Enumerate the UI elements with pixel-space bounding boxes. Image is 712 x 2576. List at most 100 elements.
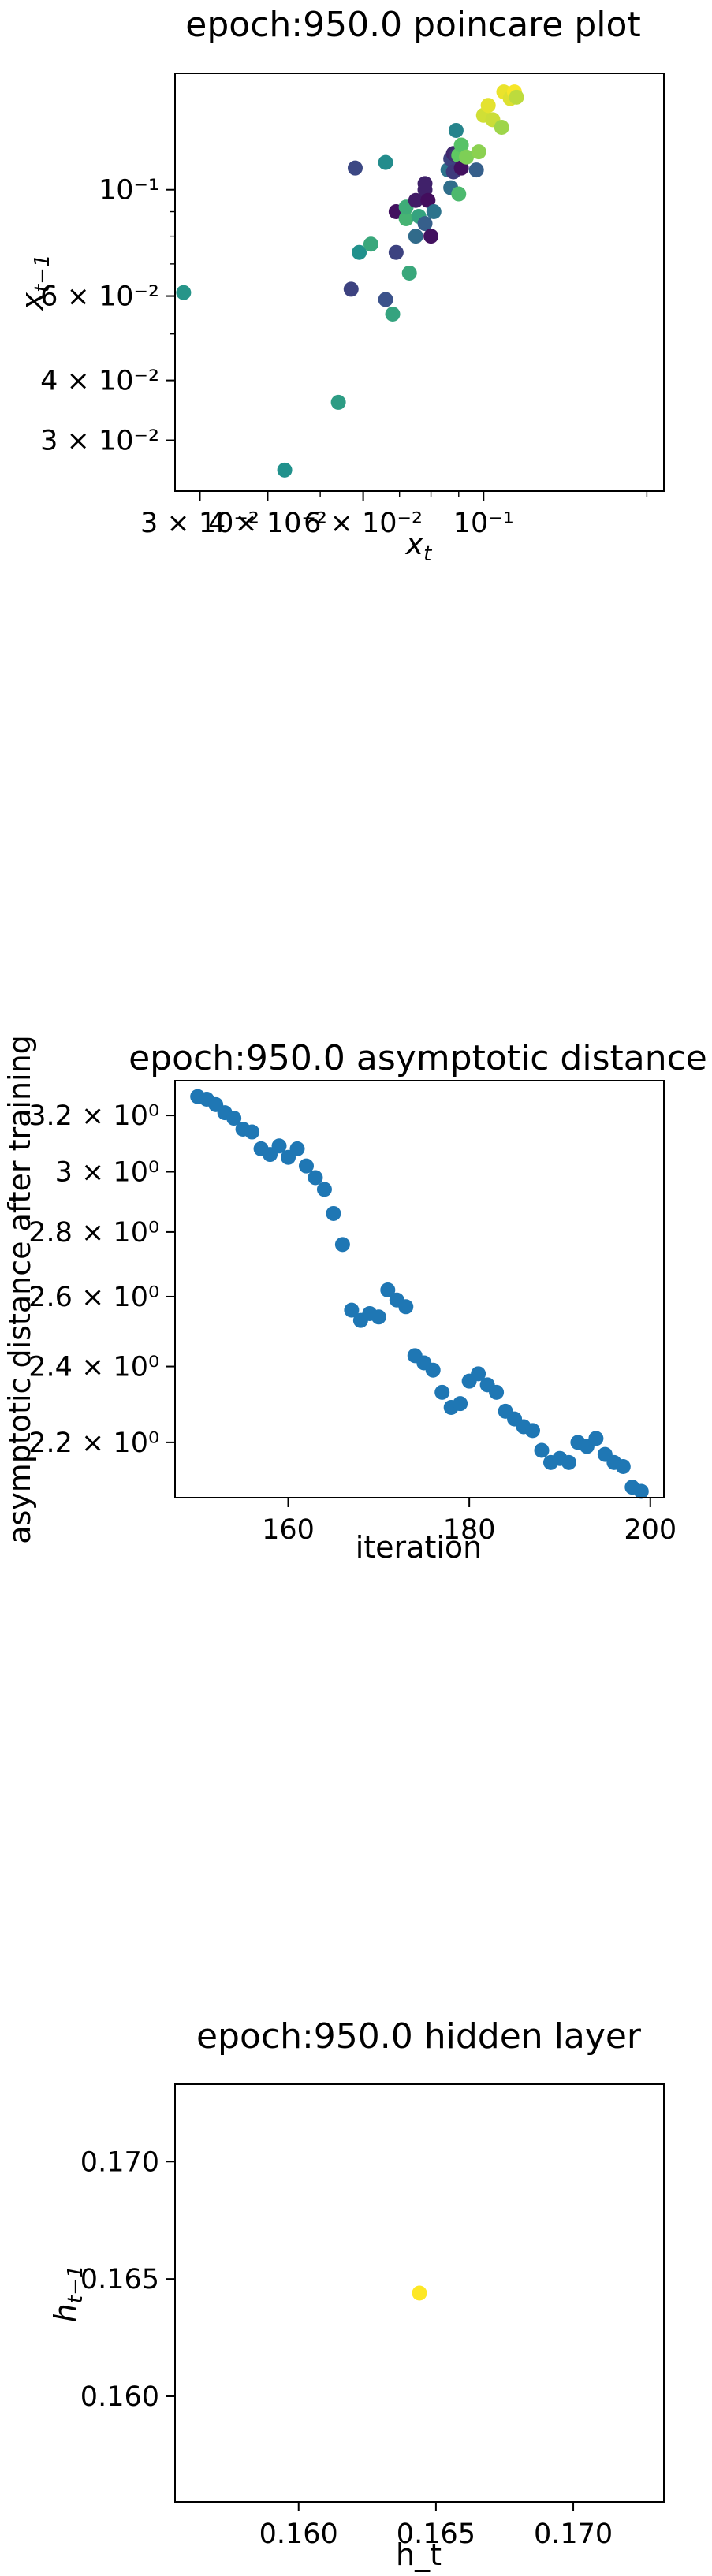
x-tick-label: 180 <box>443 1514 496 1546</box>
y-tick-label: 3.2 × 10⁰ <box>28 1100 159 1132</box>
x-tick-label: 200 <box>624 1514 677 1546</box>
poincare-y-axis-label: xt−1 <box>15 254 54 311</box>
data-point <box>426 204 442 220</box>
data-point <box>434 1384 450 1400</box>
data-point <box>588 1431 604 1446</box>
asymptotic-distance-chart: epoch:950.0 asymptotic distance 160 180 20… <box>2 1035 707 1565</box>
poincare-plot-title: epoch:950.0 poincare plot <box>185 5 640 45</box>
poincare-x-axis-label: xt <box>405 527 433 566</box>
data-point <box>326 1205 341 1221</box>
x-tick-label: 0.160 <box>259 2518 338 2550</box>
y-tick-label: 0.170 <box>80 2146 159 2178</box>
x-tick-label: 160 <box>262 1514 315 1546</box>
data-point <box>363 236 378 252</box>
data-point <box>615 1459 631 1475</box>
y-tick-label: 0.160 <box>80 2381 159 2413</box>
data-point <box>330 394 346 410</box>
data-point <box>385 307 401 322</box>
data-point <box>352 244 367 260</box>
data-point <box>271 1138 287 1154</box>
data-point <box>277 462 293 478</box>
data-point <box>423 229 439 244</box>
y-tick-label: 10⁻¹ <box>99 175 159 207</box>
asymptotic-distance-title: epoch:950.0 asymptotic distance <box>129 1038 707 1078</box>
data-point <box>448 122 464 138</box>
data-point <box>494 120 509 136</box>
data-point <box>398 210 414 226</box>
y-tick-label: 4 × 10⁻² <box>40 366 159 397</box>
data-point <box>408 192 423 208</box>
hidden-layer-chart: epoch:950.0 hidden layer 0.160 0.165 0.170… <box>48 2016 665 2572</box>
data-point <box>398 1299 414 1315</box>
data-point <box>378 292 393 307</box>
y-tick-label: 2.4 × 10⁰ <box>28 1352 159 1383</box>
poincare-points-group <box>176 84 524 478</box>
y-tick-label: 3 × 10⁰ <box>55 1157 159 1189</box>
poincare-x-ticks: 3 × 10⁻²4 × 10⁻²6 × 10⁻² 10⁻¹ <box>140 491 648 539</box>
data-point <box>534 1442 550 1458</box>
y-tick-label: 2.8 × 10⁰ <box>28 1217 159 1249</box>
data-point <box>451 186 467 202</box>
data-point <box>308 1170 323 1186</box>
asymptotic-y-axis-label: asymptotic distance after training <box>2 1035 37 1544</box>
data-point <box>412 2285 427 2301</box>
data-point <box>561 1454 576 1470</box>
data-point <box>388 244 404 260</box>
data-point <box>468 162 484 178</box>
data-point <box>289 1141 305 1156</box>
x-tick-label: 0.165 <box>397 2518 475 2550</box>
data-point <box>453 1396 468 1412</box>
data-point <box>226 1111 242 1126</box>
data-point <box>509 89 524 105</box>
data-point <box>334 1237 350 1253</box>
asymptotic-plot-frame <box>174 1080 665 1498</box>
hidden-y-axis-label: ht−1 <box>48 2265 88 2323</box>
hidden-x-ticks: 0.160 0.165 0.170 <box>259 2502 613 2550</box>
x-tick-label: 4 × 10⁻² <box>208 508 327 539</box>
data-point <box>344 1302 360 1318</box>
data-point <box>380 1282 396 1297</box>
data-point <box>371 1309 386 1325</box>
data-point <box>425 1362 441 1378</box>
data-point <box>176 285 192 300</box>
data-point <box>401 265 417 281</box>
asymptotic-x-ticks: 160 180 200 <box>262 1498 677 1546</box>
data-point <box>417 216 433 232</box>
x-tick-label: 10⁻¹ <box>453 508 514 539</box>
y-tick-label: 0.165 <box>80 2264 159 2295</box>
data-point <box>459 149 475 165</box>
data-point <box>347 160 363 176</box>
y-tick-label: 2.6 × 10⁰ <box>28 1282 159 1313</box>
asymptotic-y-ticks: 2.2 × 10⁰ 2.4 × 10⁰ 2.6 × 10⁰ 2.8 × 10⁰ 3 × … <box>28 1100 175 1459</box>
data-point <box>244 1124 260 1140</box>
hidden-x-axis-label: h_t <box>396 2537 442 2572</box>
asymptotic-points-group <box>190 1089 649 1499</box>
data-point <box>471 144 486 160</box>
asymptotic-x-axis-label: iteration <box>356 1530 483 1565</box>
y-tick-label: 6 × 10⁻² <box>40 281 159 313</box>
hidden-points-group <box>412 2285 427 2301</box>
data-point <box>480 98 496 114</box>
poincare-plot-frame <box>174 73 665 492</box>
hidden-plot-frame <box>174 2083 665 2503</box>
hidden-y-ticks: 0.160 0.165 0.170 <box>80 2146 175 2413</box>
data-point <box>525 1423 541 1439</box>
data-point <box>298 1158 314 1174</box>
data-point <box>417 176 433 192</box>
x-tick-label: 3 × 10⁻² <box>140 508 259 539</box>
data-point <box>343 281 359 297</box>
poincare-y-ticks: 3 × 10⁻² 4 × 10⁻² 6 × 10⁻² 10⁻¹ <box>40 175 175 457</box>
data-point <box>633 1483 649 1499</box>
y-tick-label: 2.2 × 10⁰ <box>28 1428 159 1459</box>
data-point <box>378 154 393 170</box>
data-point <box>489 1384 505 1400</box>
data-point <box>420 192 436 208</box>
x-tick-label: 6 × 10⁻² <box>304 508 423 539</box>
data-point <box>471 1366 486 1382</box>
data-point <box>453 137 469 153</box>
poincare-plot-chart: epoch:950.0 poincare plot 3 × 10⁻²4 × 10… <box>15 5 665 566</box>
data-point <box>408 229 423 244</box>
data-point <box>316 1182 332 1197</box>
x-tick-label: 0.170 <box>534 2518 613 2550</box>
